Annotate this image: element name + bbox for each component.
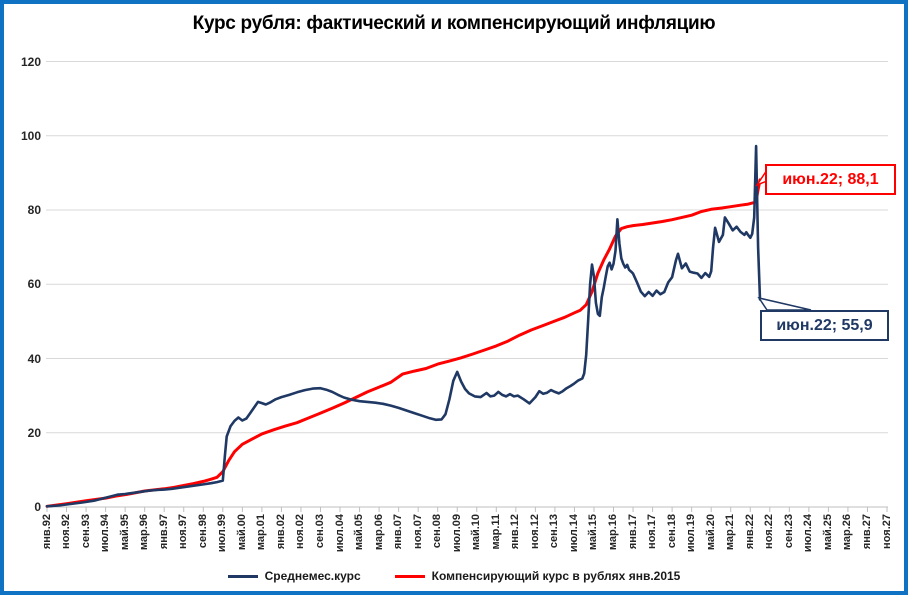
legend-label-compensating: Компенсирующий курс в рублях янв.2015 bbox=[431, 569, 681, 583]
x-axis-label: мар.96 bbox=[138, 514, 151, 551]
x-axis-label: янв.07 bbox=[392, 514, 405, 550]
legend-line-swatch-actual bbox=[227, 574, 258, 578]
x-axis-label: июл.24 bbox=[802, 514, 815, 553]
x-axis-label: ноя.02 bbox=[294, 514, 307, 549]
line-compensating-rate bbox=[45, 178, 762, 508]
x-axis-label: янв.97 bbox=[157, 514, 170, 550]
legend-item-actual: Среднемес.курс bbox=[227, 569, 361, 583]
x-axis-label: сен.18 bbox=[665, 514, 678, 549]
x-axis-label: май.20 bbox=[704, 514, 717, 551]
callout-pointer-blue bbox=[757, 296, 812, 311]
x-axis-label: янв.12 bbox=[509, 514, 522, 550]
x-axis-label: май.05 bbox=[353, 514, 366, 551]
x-axis-label: сен.08 bbox=[431, 514, 444, 549]
x-axis-label: мар.16 bbox=[607, 514, 619, 551]
x-axis-label: май.25 bbox=[821, 514, 834, 551]
x-axis-label: ноя.97 bbox=[177, 514, 190, 549]
x-axis-label: ноя.27 bbox=[880, 514, 893, 549]
x-axis-label: сен.13 bbox=[548, 514, 561, 549]
y-axis-label: 60 bbox=[27, 277, 41, 292]
x-axis-label: май.95 bbox=[118, 514, 131, 551]
x-axis-label: ноя.12 bbox=[528, 514, 541, 549]
chart-title: Курс рубля: фактический и компенсирующий… bbox=[192, 13, 716, 34]
line-actual-rate bbox=[45, 144, 762, 508]
x-axis-label: мар.26 bbox=[841, 514, 854, 551]
x-axis-label: май.10 bbox=[470, 514, 483, 551]
x-axis-label: мар.01 bbox=[255, 514, 268, 551]
plot-area bbox=[45, 61, 888, 512]
x-axis-label: янв.27 bbox=[860, 514, 873, 550]
chart-legend: Среднемес.курс Компенсирующий курс в руб… bbox=[4, 565, 904, 587]
x-axis-label: сен.98 bbox=[196, 514, 209, 549]
x-axis-label: май.15 bbox=[587, 514, 600, 551]
y-axis-label: 40 bbox=[27, 351, 41, 366]
x-axis-label: июл.19 bbox=[685, 514, 698, 553]
x-axis-label: сен.23 bbox=[782, 514, 795, 549]
y-axis-label: 120 bbox=[20, 54, 41, 69]
legend-line-swatch-compensating bbox=[394, 574, 425, 578]
x-axis-label: мар.21 bbox=[724, 514, 737, 551]
x-axis-label: май.00 bbox=[235, 514, 248, 551]
y-axis-label: 0 bbox=[34, 500, 41, 514]
x-axis-label: июл.04 bbox=[333, 514, 346, 553]
x-axis-label: июл.09 bbox=[450, 514, 463, 553]
x-axis-label: янв.22 bbox=[743, 514, 756, 550]
y-axis-label: 100 bbox=[20, 128, 41, 143]
data-callout-actual-jun22: июн.22; 55,9 bbox=[760, 310, 889, 341]
x-axis-label: ноя.92 bbox=[60, 514, 73, 549]
legend-item-compensating: Компенсирующий курс в рублях янв.2015 bbox=[394, 569, 681, 583]
callout-red-label: июн.22; 88,1 bbox=[782, 170, 879, 188]
x-axis-label: ноя.17 bbox=[646, 514, 659, 549]
x-axis-label: мар.06 bbox=[372, 514, 385, 551]
callout-blue-label: июн.22; 55,9 bbox=[776, 316, 873, 334]
x-axis-label: сен.93 bbox=[79, 514, 92, 549]
y-axis-label: 20 bbox=[27, 425, 41, 440]
x-axis-label: сен.03 bbox=[313, 514, 326, 549]
x-axis-label: янв.17 bbox=[626, 514, 639, 550]
x-axis-label: июл.94 bbox=[99, 514, 112, 553]
x-axis-label: ноя.22 bbox=[763, 514, 776, 549]
data-callout-compensating-jun22: июн.22; 88,1 bbox=[765, 164, 896, 195]
x-axis-label: мар.11 bbox=[489, 514, 502, 550]
x-axis-label: июл.14 bbox=[567, 514, 580, 553]
legend-label-actual: Среднемес.курс bbox=[264, 569, 361, 583]
x-axis-label: янв.92 bbox=[40, 514, 53, 550]
x-axis-label: янв.02 bbox=[274, 514, 287, 550]
y-axis-label: 80 bbox=[27, 203, 41, 217]
x-axis-label: ноя.07 bbox=[411, 514, 424, 549]
x-axis-label: июл.99 bbox=[216, 514, 229, 553]
